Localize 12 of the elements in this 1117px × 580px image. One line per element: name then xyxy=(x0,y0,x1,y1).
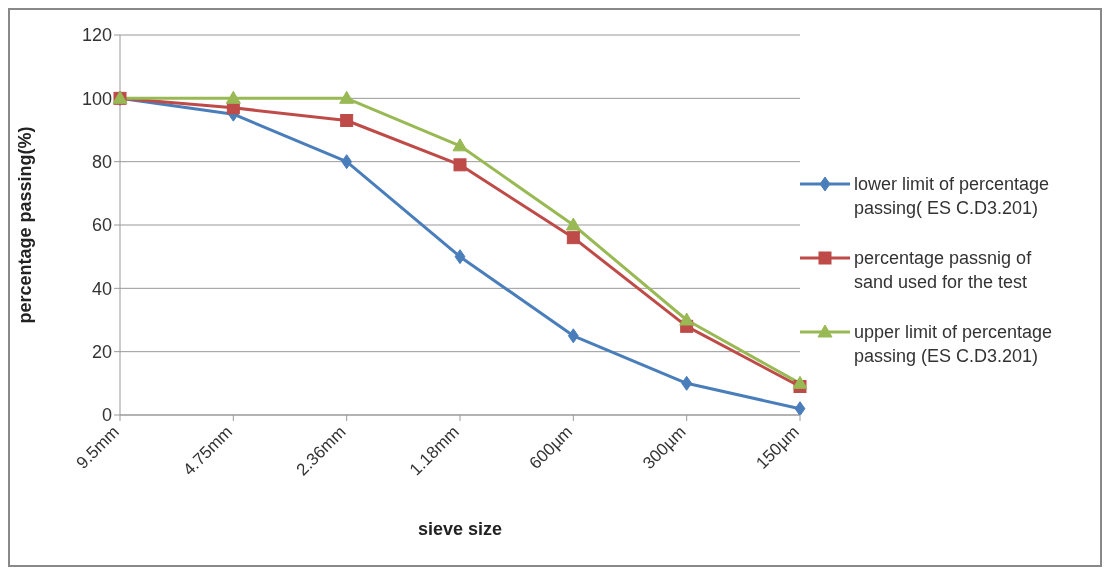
y-tick-label: 80 xyxy=(91,152,112,173)
legend-label: lower limit of percentage passing( ES C.D3.201) xyxy=(854,172,1051,220)
y-tick-label: 20 xyxy=(91,342,112,363)
legend-label: upper limit of percentage passing (ES C.D3.201) xyxy=(854,320,1054,368)
y-tick-label: 60 xyxy=(91,215,112,236)
x-axis-title: sieve size xyxy=(417,519,503,539)
y-axis-title: percentage passing(%) xyxy=(15,126,36,324)
y-tick-label: 40 xyxy=(91,278,112,299)
y-tick-label: 0 xyxy=(101,405,112,426)
y-tick-label: 120 xyxy=(81,25,112,46)
y-tick-label: 100 xyxy=(81,88,112,109)
legend-label: percentage passnig of sand used for the test xyxy=(854,246,1033,294)
